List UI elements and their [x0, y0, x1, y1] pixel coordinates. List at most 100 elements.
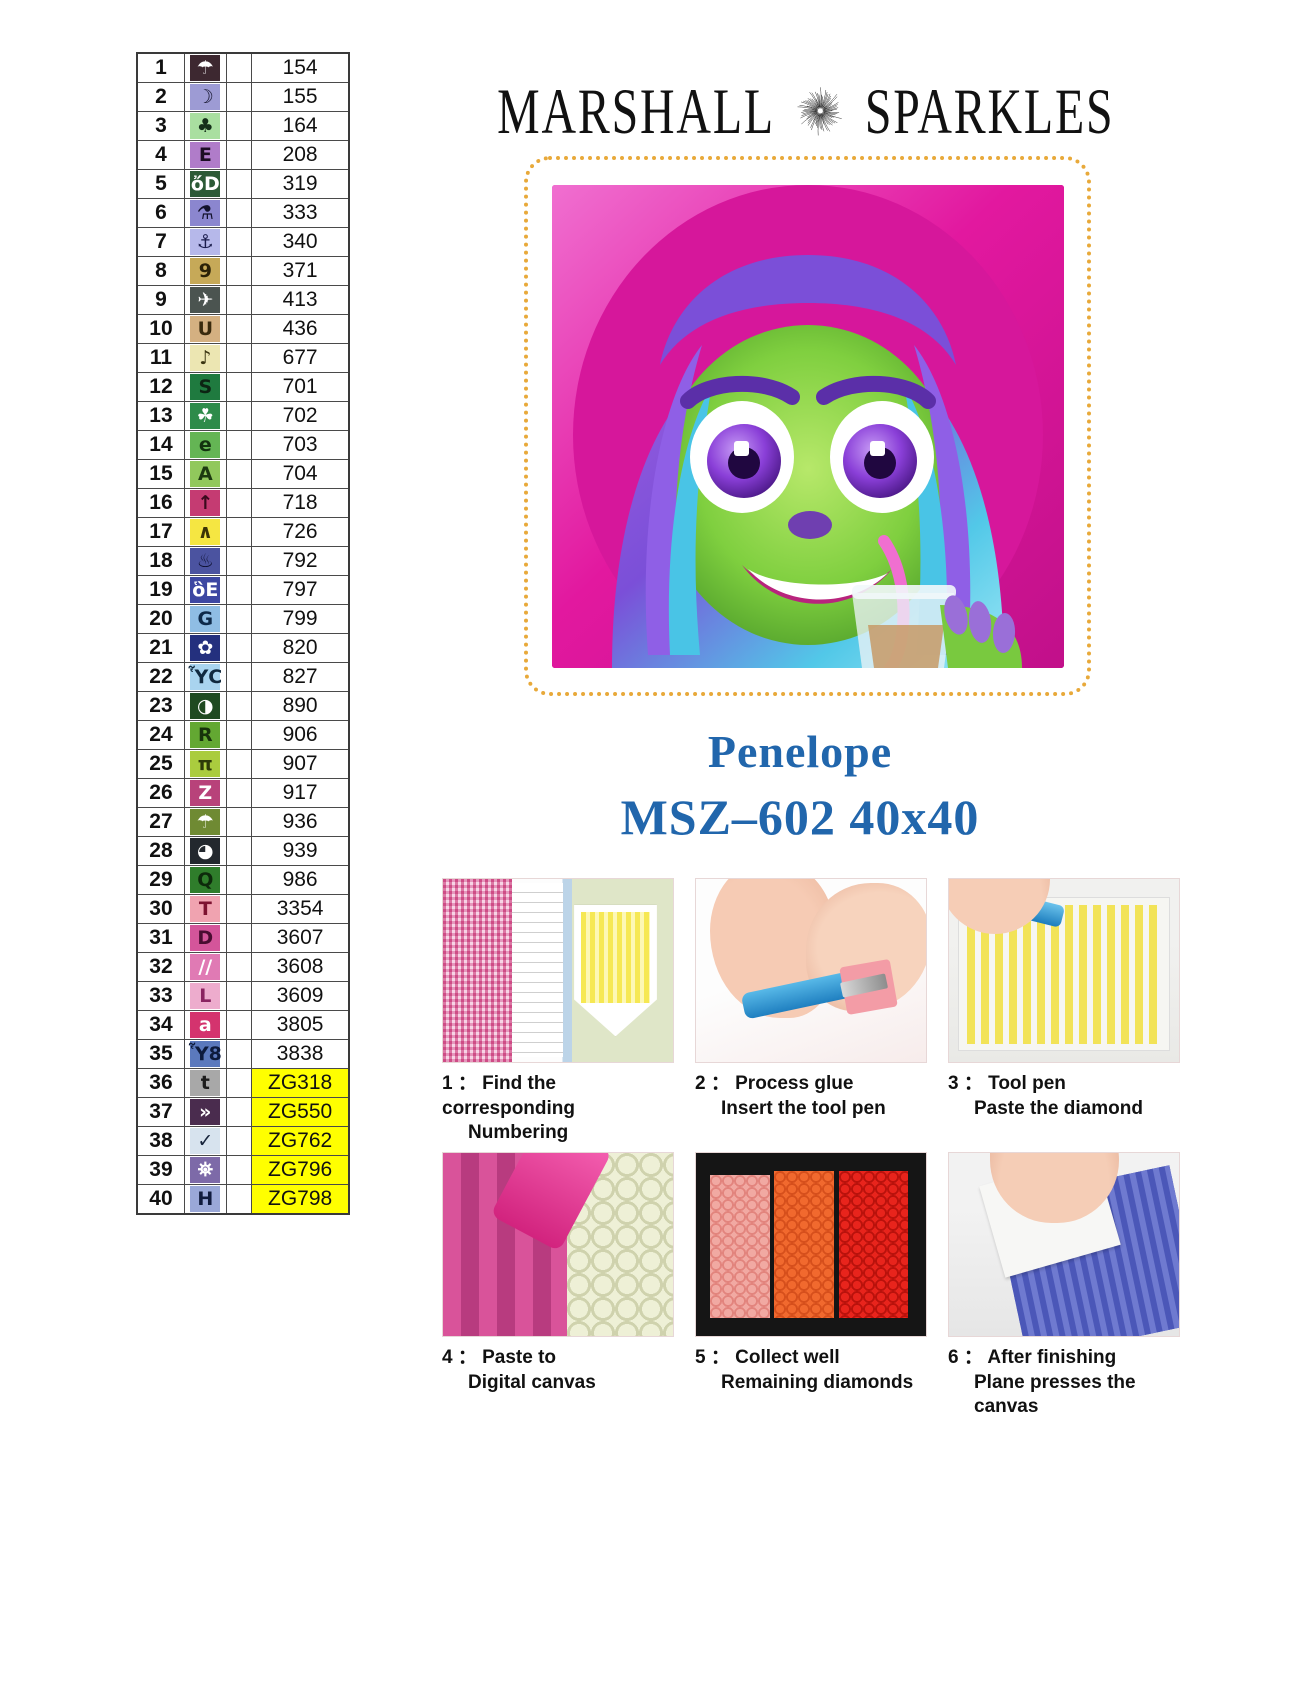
step-caption-1: 1 ： Find the corresponding Numbering — [442, 1072, 674, 1146]
legend-spacer-cell — [226, 1098, 252, 1127]
legend-color-code: ZG318 — [252, 1069, 349, 1098]
step-caption-line2-2: Insert the tool pen — [695, 1097, 927, 1122]
legend-color-code: 907 — [252, 750, 349, 779]
legend-spacer-cell — [226, 141, 252, 170]
step-caption-line2-4: Digital canvas — [442, 1371, 674, 1396]
legend-row-number: 10 — [137, 315, 184, 344]
legend-color-code: 436 — [252, 315, 349, 344]
legend-color-code: 906 — [252, 721, 349, 750]
legend-row-number: 34 — [137, 1011, 184, 1040]
legend-color-code: ZG550 — [252, 1098, 349, 1127]
legend-row-number: 9 — [137, 286, 184, 315]
legend-symbol-cell: ◕ — [184, 837, 226, 866]
legend-symbol-cell: R — [184, 721, 226, 750]
legend-color-code: 3354 — [252, 895, 349, 924]
legend-symbol-swatch: U — [190, 316, 220, 342]
table-row: 28 ◕ 939 — [137, 837, 349, 866]
legend-symbol-cell: E — [184, 141, 226, 170]
legend-row-number: 11 — [137, 344, 184, 373]
legend-symbol-swatch: π — [190, 751, 220, 777]
table-row: 34 a 3805 — [137, 1011, 349, 1040]
legend-color-code: 939 — [252, 837, 349, 866]
legend-symbol-swatch: t — [190, 1070, 220, 1096]
legend-symbol-cell: T — [184, 895, 226, 924]
table-row: 40 H ZG798 — [137, 1185, 349, 1215]
legend-row-number: 23 — [137, 692, 184, 721]
legend-symbol-cell: ✿ — [184, 634, 226, 663]
legend-spacer-cell — [226, 634, 252, 663]
legend-symbol-cell: // — [184, 953, 226, 982]
legend-color-code: 3608 — [252, 953, 349, 982]
table-row: 30 T 3354 — [137, 895, 349, 924]
legend-symbol-cell: H — [184, 1185, 226, 1215]
legend-color-code: 155 — [252, 83, 349, 112]
legend-spacer-cell — [226, 170, 252, 199]
table-row: 22 ὟC 827 — [137, 663, 349, 692]
table-row: 20 G 799 — [137, 605, 349, 634]
legend-symbol-swatch: Ὗ8 — [190, 1041, 220, 1067]
instruction-step-2: 2 ： Process glue Insert the tool pen — [695, 878, 927, 1146]
table-row: 17 ∧ 726 — [137, 518, 349, 547]
legend-spacer-cell — [226, 547, 252, 576]
table-row: 24 R 906 — [137, 721, 349, 750]
legend-symbol-swatch: ♨ — [190, 548, 220, 574]
legend-symbol-cell: Q — [184, 866, 226, 895]
legend-spacer-cell — [226, 721, 252, 750]
legend-row-number: 20 — [137, 605, 184, 634]
legend-row-number: 39 — [137, 1156, 184, 1185]
step-caption-line1-6: 6 ： After finishing — [948, 1347, 1116, 1368]
table-row: 3 ♣ 164 — [137, 112, 349, 141]
table-row: 16 ↑ 718 — [137, 489, 349, 518]
legend-symbol-swatch: e — [190, 432, 220, 458]
legend-spacer-cell — [226, 924, 252, 953]
legend-row-number: 12 — [137, 373, 184, 402]
legend-symbol-swatch: A — [190, 461, 220, 487]
legend-symbol-swatch: ☽ — [190, 84, 220, 110]
legend-symbol-swatch: S — [190, 374, 220, 400]
legend-symbol-swatch: ὏9 — [190, 258, 220, 284]
step-caption-5: 5 ： Collect well Remaining diamonds — [695, 1346, 927, 1395]
legend-symbol-cell: ☂ — [184, 53, 226, 83]
instruction-step-5: 5 ： Collect well Remaining diamonds — [695, 1152, 927, 1420]
legend-row-number: 32 — [137, 953, 184, 982]
legend-symbol-cell: ὟC — [184, 663, 226, 692]
step-caption-line1-2: 2 ： Process glue — [695, 1073, 853, 1094]
legend-row-number: 17 — [137, 518, 184, 547]
legend-spacer-cell — [226, 83, 252, 112]
legend-symbol-cell: A — [184, 460, 226, 489]
legend-spacer-cell — [226, 344, 252, 373]
legend-symbol-swatch: ⚗ — [190, 200, 220, 226]
legend-row-number: 37 — [137, 1098, 184, 1127]
legend-symbol-swatch: » — [190, 1099, 220, 1125]
legend-symbol-cell: ✓ — [184, 1127, 226, 1156]
table-row: 27 ☂ 936 — [137, 808, 349, 837]
legend-color-code: 986 — [252, 866, 349, 895]
legend-symbol-cell: ♪ — [184, 344, 226, 373]
legend-color-code: 208 — [252, 141, 349, 170]
legend-symbol-swatch: D — [190, 925, 220, 951]
product-artwork — [552, 185, 1064, 668]
legend-row-number: 35 — [137, 1040, 184, 1069]
legend-spacer-cell — [226, 431, 252, 460]
legend-symbol-cell: ∧ — [184, 518, 226, 547]
legend-symbol-swatch: E — [190, 142, 220, 168]
table-row: 36 t ZG318 — [137, 1069, 349, 1098]
legend-color-code: 319 — [252, 170, 349, 199]
legend-symbol-cell: ✈ — [184, 286, 226, 315]
legend-color-code: ZG798 — [252, 1185, 349, 1215]
table-row: 7 ⚓ 340 — [137, 228, 349, 257]
table-row: 31 D 3607 — [137, 924, 349, 953]
step-caption-line1-3: 3 ： Tool pen — [948, 1073, 1066, 1094]
legend-spacer-cell — [226, 257, 252, 286]
legend-symbol-swatch: ◕ — [190, 838, 220, 864]
legend-symbol-swatch: // — [190, 954, 220, 980]
step-thumbnail-2 — [695, 878, 927, 1063]
legend-symbol-swatch: ♪ — [190, 345, 220, 371]
step-caption-line2-6: Plane presses the canvas — [948, 1371, 1180, 1420]
legend-row-number: 5 — [137, 170, 184, 199]
legend-row-number: 36 — [137, 1069, 184, 1098]
legend-row-number: 30 — [137, 895, 184, 924]
legend-row-number: 1 — [137, 53, 184, 83]
legend-color-code: 797 — [252, 576, 349, 605]
legend-spacer-cell — [226, 808, 252, 837]
